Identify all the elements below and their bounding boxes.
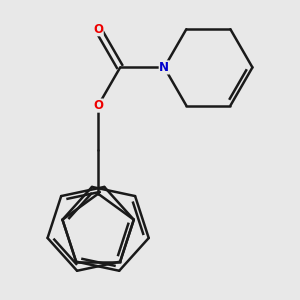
Text: O: O — [93, 99, 103, 112]
Text: N: N — [159, 61, 169, 74]
Text: O: O — [93, 23, 103, 36]
